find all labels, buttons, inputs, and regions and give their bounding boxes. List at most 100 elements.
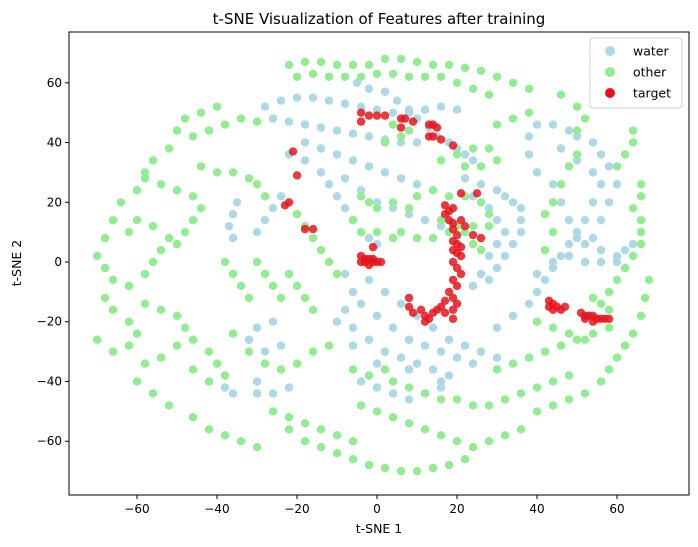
other-point: [260, 192, 270, 201]
water-point: [372, 383, 382, 392]
water-point: [596, 180, 606, 189]
water-point: [340, 305, 350, 314]
other-point: [316, 443, 326, 452]
other-point: [140, 269, 150, 279]
other-point: [388, 120, 398, 129]
other-point: [132, 186, 142, 195]
y-tick-label: 60: [47, 76, 62, 90]
other-point: [484, 144, 494, 153]
water-point: [220, 383, 230, 392]
other-point: [188, 192, 198, 201]
other-point: [508, 359, 518, 368]
other-point: [428, 463, 438, 473]
other-point: [332, 431, 342, 440]
other-point: [228, 168, 238, 177]
target-point: [448, 314, 458, 323]
other-point: [540, 210, 550, 219]
water-point: [628, 239, 638, 249]
water-point: [484, 251, 494, 261]
water-point: [260, 216, 270, 225]
other-point: [476, 162, 486, 171]
water-point: [468, 281, 478, 291]
water-point: [348, 156, 358, 165]
other-point: [372, 407, 382, 416]
water-point: [540, 275, 550, 285]
other-point: [628, 138, 638, 147]
water-point: [476, 180, 486, 189]
other-point: [300, 293, 310, 303]
other-point: [492, 365, 502, 374]
other-point: [308, 305, 318, 314]
target-point: [456, 251, 466, 261]
x-tick-label: −60: [124, 502, 149, 516]
target-point: [472, 189, 482, 198]
other-point: [348, 216, 358, 225]
other-point: [508, 78, 518, 88]
water-point: [548, 180, 558, 189]
other-point: [252, 257, 262, 267]
other-point: [412, 192, 422, 201]
water-point: [316, 144, 326, 153]
other-point: [388, 198, 398, 207]
other-point: [636, 227, 646, 237]
target-point: [448, 141, 458, 150]
water-point: [380, 287, 390, 297]
other-point: [172, 341, 182, 350]
water-point: [364, 132, 374, 141]
other-point: [580, 335, 590, 344]
other-point: [356, 72, 366, 82]
water-point: [340, 269, 350, 279]
water-point: [428, 365, 438, 374]
water-point: [492, 323, 502, 332]
water-point: [352, 78, 362, 88]
target-point: [560, 302, 570, 311]
water-point: [316, 123, 326, 132]
water-point: [356, 377, 366, 386]
other-point: [556, 341, 566, 350]
other-point: [396, 132, 406, 141]
other-point: [100, 263, 110, 273]
other-point: [444, 192, 454, 201]
water-point: [396, 353, 406, 362]
water-point: [332, 317, 342, 326]
other-point: [436, 395, 446, 404]
other-point: [156, 305, 166, 314]
other-point: [436, 156, 446, 165]
target-point: [444, 287, 454, 297]
water-point: [572, 132, 582, 141]
other-point: [332, 60, 342, 70]
target-point: [408, 308, 418, 317]
other-point: [484, 222, 494, 231]
other-point: [620, 341, 630, 350]
target-point: [440, 201, 450, 210]
target-point: [440, 210, 450, 219]
water-point: [396, 174, 406, 183]
other-point: [524, 108, 534, 117]
other-point: [484, 437, 494, 446]
other-point: [348, 437, 358, 446]
other-point: [604, 287, 614, 297]
other-point: [492, 72, 502, 82]
other-point: [572, 150, 582, 159]
water-point: [460, 341, 470, 350]
water-point: [332, 126, 342, 135]
other-point: [604, 305, 614, 314]
other-point: [564, 395, 574, 404]
water-point: [484, 204, 494, 213]
other-point: [396, 227, 406, 237]
target-point: [448, 219, 458, 228]
other-point: [284, 269, 294, 279]
other-point: [276, 293, 286, 303]
other-point: [484, 90, 494, 99]
water-point: [380, 347, 390, 356]
water-point: [548, 257, 558, 267]
legend-label-target: target: [633, 86, 671, 101]
water-point: [392, 96, 402, 105]
target-point: [428, 132, 438, 141]
target-point: [452, 230, 462, 240]
water-point: [364, 275, 374, 285]
other-point: [300, 57, 310, 67]
target-point: [356, 117, 366, 126]
water-point: [388, 323, 398, 332]
water-point: [252, 227, 262, 237]
